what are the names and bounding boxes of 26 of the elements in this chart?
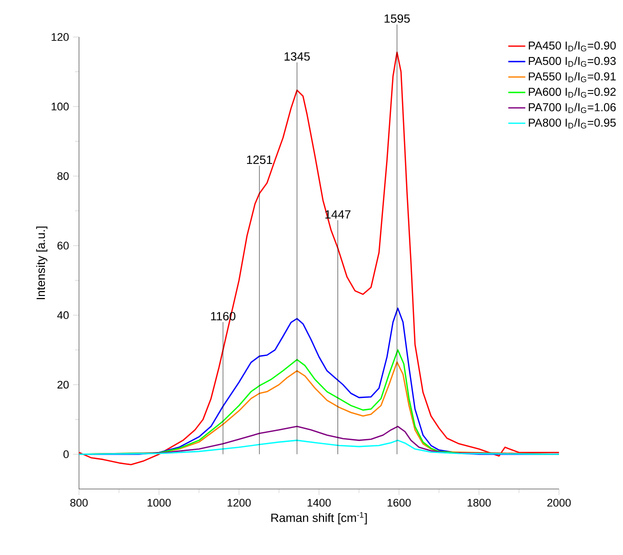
y-tick-label: 60	[58, 242, 69, 250]
x-tick-label: 1600	[388, 498, 411, 507]
ref-line-label: 1595	[384, 14, 410, 23]
legend-label: PA700 I$_{D}$/I$_{G}$=1.06	[528, 102, 616, 114]
legend-label: PA800 I$_{D}$/I$_{G}$=0.95	[528, 118, 616, 128]
x-axis-title: Raman shift [cm$^{-1}$]	[271, 512, 367, 524]
legend-label: PA450 I$_{D}$/I$_{G}$=0.90	[528, 41, 616, 52]
ref-line-label: 1345	[284, 52, 310, 61]
ref-line-label: 1251	[247, 155, 272, 164]
y-axis-title: Intensity [a.u.]	[36, 226, 48, 300]
x-tick-label: 800	[70, 498, 88, 507]
x-tick-label: 1000	[148, 498, 171, 507]
legend-label: PA500 I$_{D}$/I$_{G}$=0.93	[528, 56, 616, 67]
y-tick-label: 120	[52, 33, 69, 41]
legend-label: PA550 I$_{D}$/I$_{G}$=0.91	[528, 72, 616, 82]
legend-label: PA600 I$_{D}$/I$_{G}$=0.92	[528, 87, 616, 98]
y-tick-label: 100	[52, 102, 69, 110]
line-series	[78, 440, 560, 455]
x-tick-label: 1400	[308, 498, 331, 507]
y-tick-label: 40	[57, 311, 69, 320]
y-tick-label: 0	[63, 450, 69, 458]
y-tick-label: 80	[57, 172, 69, 180]
x-tick-label: 1800	[468, 498, 491, 507]
x-tick-label: 2000	[547, 498, 571, 507]
x-tick-label: 1200	[228, 498, 251, 507]
y-tick-label: 20	[58, 380, 69, 389]
